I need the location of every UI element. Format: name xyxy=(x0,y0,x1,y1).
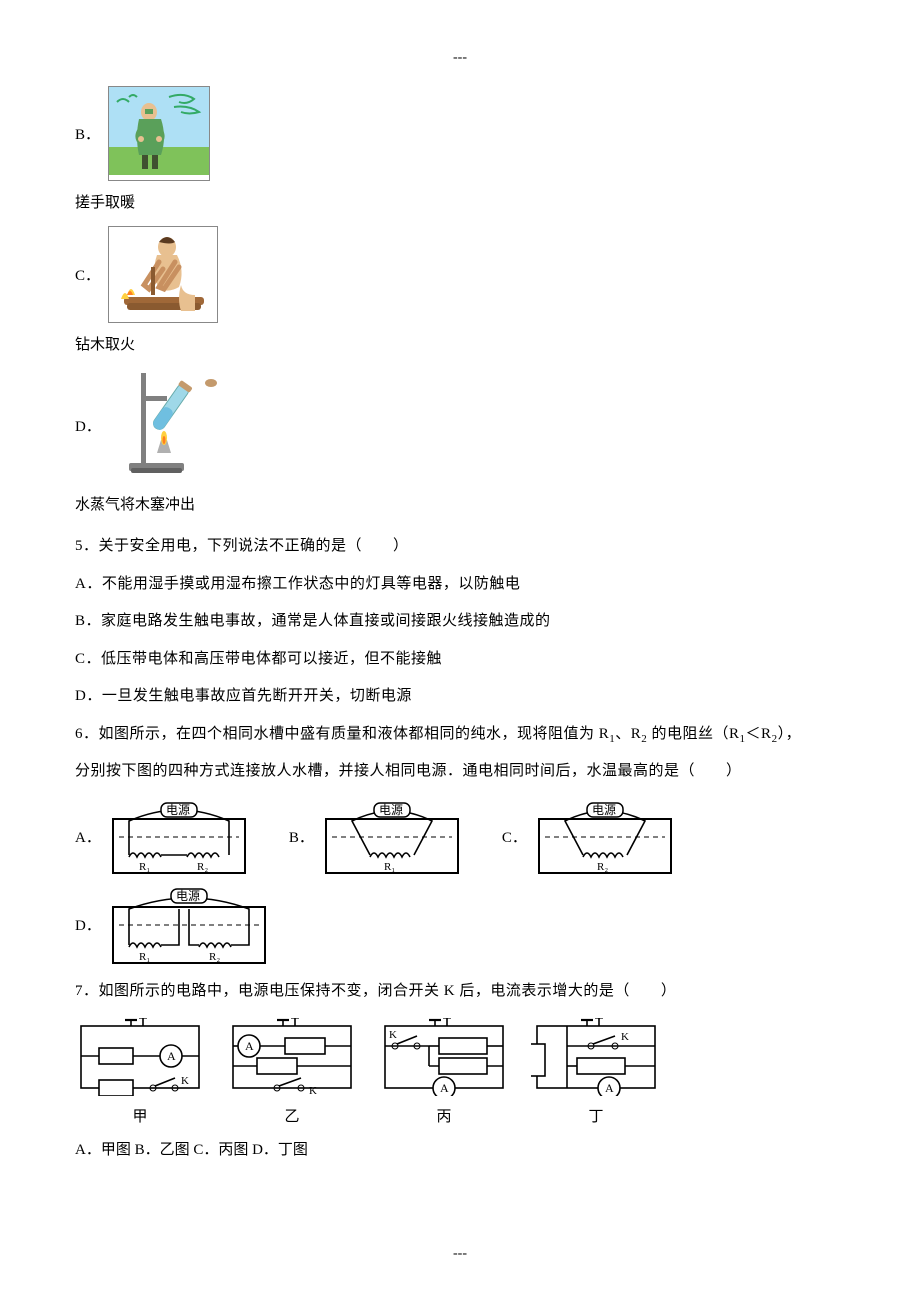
option-c-row: C． xyxy=(75,226,845,323)
svg-text:R₁: R₁ xyxy=(139,861,150,873)
svg-text:A: A xyxy=(167,1049,176,1063)
q5-option-a: A．不能用湿手摸或用湿布擦工作状态中的灯具等电器，以防触电 xyxy=(75,566,845,604)
svg-text:K: K xyxy=(621,1031,629,1043)
option-b-image xyxy=(108,86,210,181)
page-bottom-marker: --- xyxy=(0,1246,920,1262)
q6-options-row1: A． R₁ R₂ 电源 B． R₁ 电源 C． xyxy=(75,797,845,877)
q6-diagram-a: R₁ R₂ 电源 xyxy=(109,797,249,877)
svg-text:电源: 电源 xyxy=(379,803,403,817)
svg-text:电源: 电源 xyxy=(592,803,616,817)
svg-text:R₂: R₂ xyxy=(197,861,208,873)
svg-text:K: K xyxy=(309,1085,317,1096)
option-c-image xyxy=(108,226,218,323)
q7-label-jia: 甲 xyxy=(75,1105,205,1126)
q6-a-letter: A． xyxy=(75,826,101,847)
svg-text:电源: 电源 xyxy=(166,803,190,817)
page-top-marker: --- xyxy=(75,50,845,66)
q6-options-row2: D． R₁ R₂ 电源 xyxy=(75,883,845,967)
q7-circuit-ding: K A 丁 xyxy=(531,1018,661,1126)
option-b-row: B． xyxy=(75,86,845,181)
option-b-caption: 搓手取暖 xyxy=(75,187,845,220)
svg-text:R₁: R₁ xyxy=(384,861,395,873)
svg-text:K: K xyxy=(181,1075,189,1087)
q7-label-ding: 丁 xyxy=(531,1105,661,1126)
svg-text:A: A xyxy=(605,1081,614,1095)
q6-c-letter: C． xyxy=(502,826,527,847)
svg-text:A: A xyxy=(440,1081,449,1095)
option-d-image xyxy=(109,368,239,483)
svg-text:A: A xyxy=(245,1039,254,1053)
option-d-letter: D． xyxy=(75,415,101,436)
option-b-letter: B． xyxy=(75,123,100,144)
q5-option-c: C．低压带电体和高压带电体都可以接近，但不能接触 xyxy=(75,641,845,679)
q6-diagram-d: R₁ R₂ 电源 xyxy=(109,883,269,967)
q5-option-b: B．家庭电路发生触电事故，通常是人体直接或间接跟火线接触造成的 xyxy=(75,603,845,641)
q7-stem: 7．如图所示的电路中，电源电压保持不变，闭合开关 K 后，电流表示增大的是（ ） xyxy=(75,973,845,1011)
option-c-letter: C． xyxy=(75,264,100,285)
q6-stem-line1: 6．如图所示，在四个相同水槽中盛有质量和液体都相同的纯水，现将阻值为 R1、R2… xyxy=(75,716,845,754)
svg-text:R₂: R₂ xyxy=(209,951,220,963)
option-c-caption: 钻木取火 xyxy=(75,329,845,362)
q6-d-letter: D． xyxy=(75,914,101,935)
q5-option-d: D．一旦发生触电事故应首先断开开关，切断电源 xyxy=(75,678,845,716)
q6-diagram-b: R₁ 电源 xyxy=(322,797,462,877)
svg-text:电源: 电源 xyxy=(176,889,200,903)
svg-text:R₁: R₁ xyxy=(139,951,150,963)
q7-circuit-jia: A K 甲 xyxy=(75,1018,205,1126)
q6-stem-line2: 分别按下图的四种方式连接放人水槽，并接人相同电源．通电相同时间后，水温最高的是（… xyxy=(75,753,845,791)
option-d-row: D． xyxy=(75,368,845,483)
svg-text:K: K xyxy=(389,1029,397,1041)
q7-circuits-row: A K 甲 A K 乙 xyxy=(75,1018,845,1126)
q7-answers: A．甲图 B．乙图 C．丙图 D．丁图 xyxy=(75,1134,845,1167)
q6-b-letter: B． xyxy=(289,826,314,847)
svg-text:R₂: R₂ xyxy=(597,861,608,873)
q5-stem: 5．关于安全用电，下列说法不正确的是（ ） xyxy=(75,528,845,566)
q7-label-yi: 乙 xyxy=(227,1105,357,1126)
q6-diagram-c: R₂ 电源 xyxy=(535,797,675,877)
q7-circuit-yi: A K 乙 xyxy=(227,1018,357,1126)
option-d-caption: 水蒸气将木塞冲出 xyxy=(75,489,845,522)
q7-circuit-bing: K A 丙 xyxy=(379,1018,509,1126)
q7-label-bing: 丙 xyxy=(379,1105,509,1126)
